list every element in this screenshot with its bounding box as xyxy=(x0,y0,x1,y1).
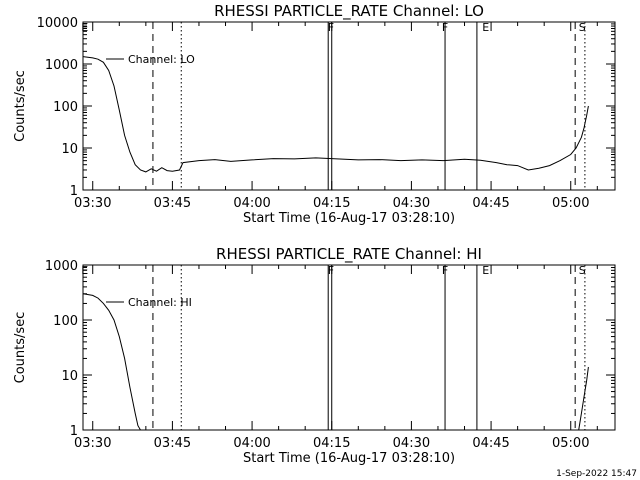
legend-label: Channel: LO xyxy=(128,53,195,66)
flag-label: S xyxy=(579,264,586,277)
x-axis-label: Start Time (16-Aug-17 03:28:10) xyxy=(243,211,455,226)
flag-label: F xyxy=(328,21,334,34)
chart-panel-hi: RHESSI PARTICLE_RATE Channel: HI 1 10 100 10… xyxy=(13,245,616,466)
y-tick-label: 1 xyxy=(70,184,78,199)
x-tick-label: 04:45 xyxy=(472,196,509,211)
chart-title: RHESSI PARTICLE_RATE Channel: HI xyxy=(216,245,482,264)
x-tick-label: 03:30 xyxy=(74,436,111,451)
flag-label: F xyxy=(328,264,334,277)
flag-label: E xyxy=(81,21,88,34)
data-series-line xyxy=(578,366,589,431)
x-tick-label: 03:45 xyxy=(154,436,191,451)
x-tick-label: 04:30 xyxy=(393,196,430,211)
y-tick-label: 10 xyxy=(61,369,78,384)
flag-label: E xyxy=(81,264,88,277)
y-axis-label: Counts/sec xyxy=(13,70,28,142)
x-axis-label: Start Time (16-Aug-17 03:28:10) xyxy=(243,451,455,466)
x-tick-label: 05:00 xyxy=(552,196,589,211)
y-tick-label: 1 xyxy=(70,424,78,439)
flag-label: E xyxy=(482,264,489,277)
y-tick-label: 100 xyxy=(53,314,78,329)
chart-panel-lo: RHESSI PARTICLE_RATE Channel: LO 1 10 100 10… xyxy=(13,2,616,226)
plot-frame xyxy=(82,21,616,191)
flag-label: F xyxy=(442,264,448,277)
y-tick-label: 100 xyxy=(53,100,78,115)
flag-label: E xyxy=(482,21,489,34)
x-tick-label: 04:00 xyxy=(233,196,270,211)
data-series-line xyxy=(82,56,589,173)
data-series-line xyxy=(82,293,141,431)
x-tick-label: 04:15 xyxy=(313,196,350,211)
plot-frame xyxy=(82,264,616,431)
y-tick-label: 1000 xyxy=(45,259,78,274)
x-tick-label: 04:45 xyxy=(472,436,509,451)
x-tick-label: 04:30 xyxy=(393,436,430,451)
legend-label: Channel: HI xyxy=(128,296,192,309)
y-tick-label: 1000 xyxy=(45,58,78,73)
y-tick-label: 10000 xyxy=(37,16,78,31)
footer-timestamp: 1-Sep-2022 15:47 xyxy=(556,469,637,479)
chart-title: RHESSI PARTICLE_RATE Channel: LO xyxy=(214,2,484,21)
x-tick-label: 03:30 xyxy=(74,196,111,211)
flag-label: F xyxy=(442,21,448,34)
y-tick-label: 10 xyxy=(61,142,78,157)
flag-label: S xyxy=(579,21,586,34)
x-tick-label: 04:00 xyxy=(233,436,270,451)
y-axis-label: Counts/sec xyxy=(13,312,28,384)
x-tick-label: 05:00 xyxy=(552,436,589,451)
x-tick-label: 03:45 xyxy=(154,196,191,211)
x-tick-label: 04:15 xyxy=(313,436,350,451)
